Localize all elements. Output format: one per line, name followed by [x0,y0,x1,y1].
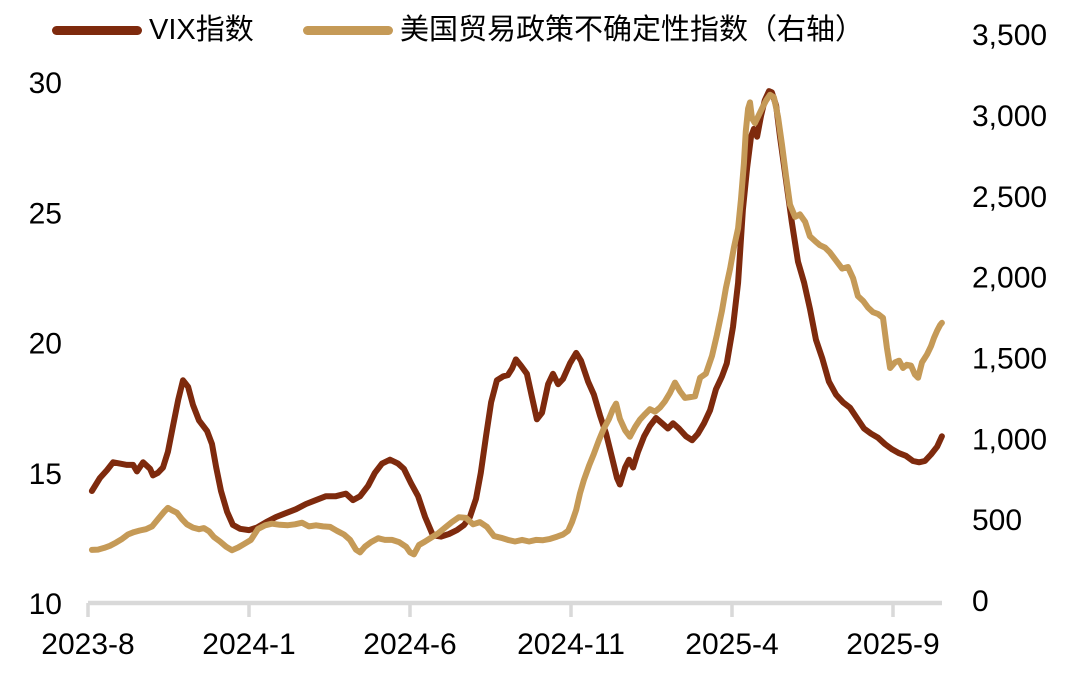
vix-legend-swatch [52,25,142,35]
legend-item-vix: VIX指数 [52,14,254,46]
left-axis-tick-label: 25 [29,197,62,230]
right-axis-tick-label: 500 [972,504,1022,537]
x-axis-tick-label: 2024-6 [363,628,456,661]
left-axis-tick-label: 30 [29,67,62,100]
x-axis-tick-label: 2025-9 [846,628,939,661]
legend-item-tpu: 美国贸易政策不确定性指数（右轴） [303,14,864,46]
left-axis-tick-label: 10 [29,588,62,621]
tpu-legend-label: 美国贸易政策不确定性指数（右轴） [400,14,865,46]
right-axis-tick-label: 2,000 [972,262,1047,295]
vix-legend-label: VIX指数 [149,14,254,46]
axis-layer [86,600,942,617]
series-layer [88,88,945,558]
left-axis-tick-label: 15 [29,458,62,491]
right-axis-tick-label: 1,500 [972,343,1047,376]
right-axis-tick-label: 0 [972,585,989,618]
vix-line [88,88,945,540]
right-axis-tick-label: 2,500 [972,181,1047,214]
x-axis-tick-label: 2023-8 [41,628,134,661]
right-axis-tick-label: 3,500 [972,19,1047,52]
axis-label-layer: 2023-8 2024-1 2024-6 2024-11 2025-4 2025-9 30 2… [29,19,1047,661]
right-axis-tick-label: 1,000 [972,423,1047,456]
x-axis-tick-label: 2024-11 [517,628,625,661]
tpu-legend-swatch [303,25,393,35]
x-axis-tick-label: 2025-4 [685,628,778,661]
right-axis-tick-label: 3,000 [972,100,1047,133]
tpu-line [88,91,945,558]
x-axis-tick-label: 2024-1 [202,628,295,661]
left-axis-tick-label: 20 [29,328,62,361]
